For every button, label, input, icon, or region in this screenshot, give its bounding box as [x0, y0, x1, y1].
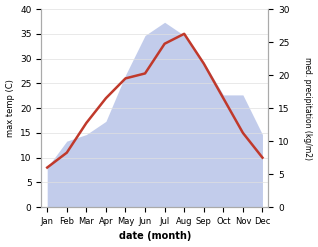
- X-axis label: date (month): date (month): [119, 231, 191, 242]
- Y-axis label: max temp (C): max temp (C): [5, 79, 15, 137]
- Y-axis label: med. precipitation (kg/m2): med. precipitation (kg/m2): [303, 57, 313, 160]
